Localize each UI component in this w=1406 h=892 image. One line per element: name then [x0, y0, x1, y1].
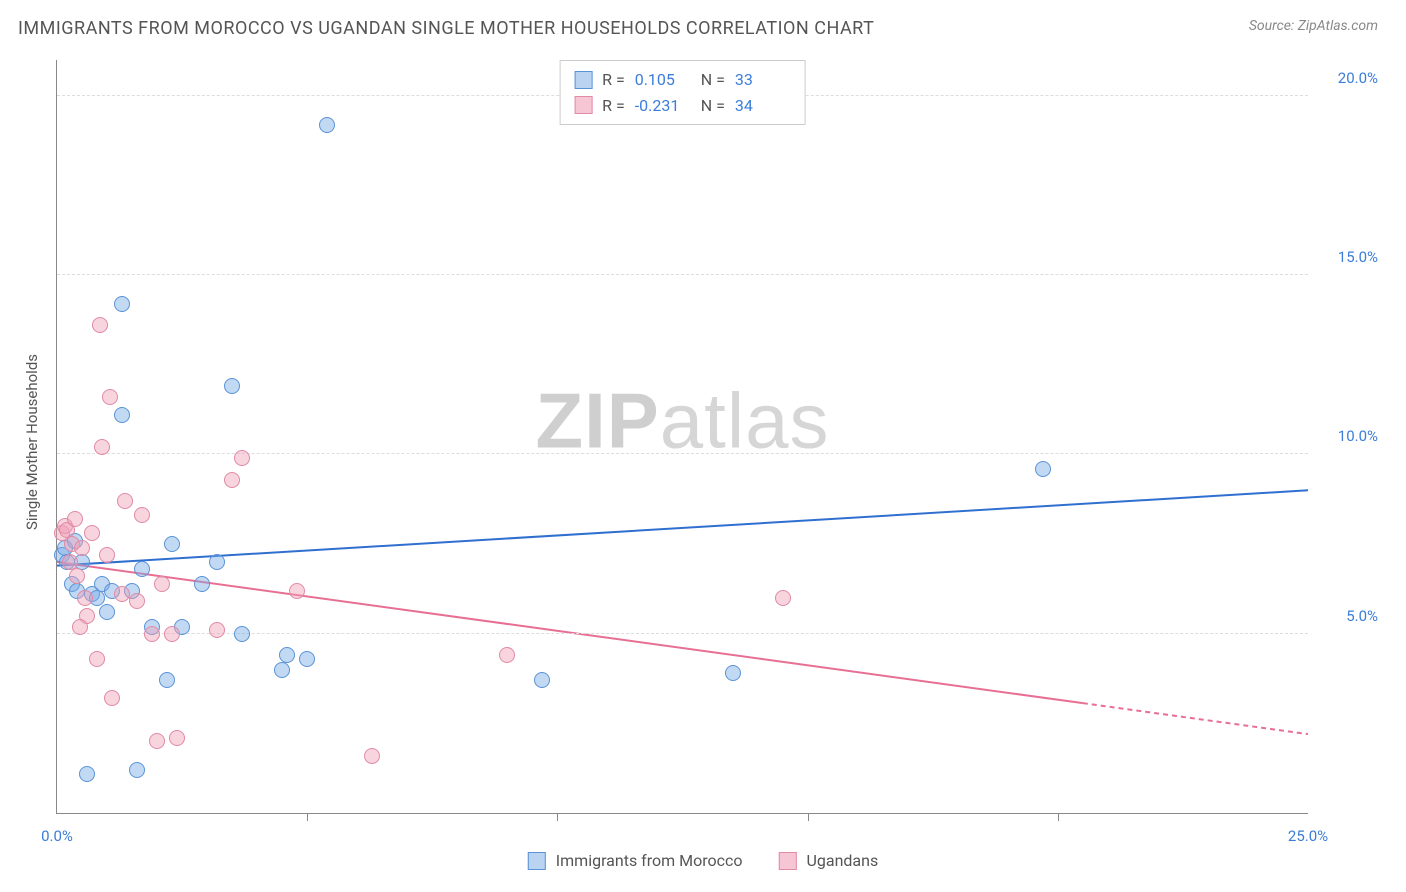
data-point: [117, 493, 133, 509]
data-point: [725, 665, 741, 681]
data-point: [149, 733, 165, 749]
data-point: [77, 590, 93, 606]
data-point: [209, 554, 225, 570]
x-tick-label: 0.0%: [41, 827, 73, 845]
correlation-legend: R = 0.105 N = 33 R = -0.231 N = 34: [559, 60, 806, 125]
data-point: [134, 561, 150, 577]
data-point: [234, 450, 250, 466]
data-point: [114, 586, 130, 602]
data-point: [1035, 461, 1051, 477]
data-point: [67, 511, 83, 527]
legend-swatch: [574, 96, 592, 114]
data-point: [79, 766, 95, 782]
data-point: [224, 378, 240, 394]
data-point: [99, 604, 115, 620]
y-tick-label: 15.0%: [1338, 248, 1378, 266]
legend-n-value: 34: [735, 93, 791, 119]
data-point: [114, 407, 130, 423]
legend-row: R = -0.231 N = 34: [574, 93, 791, 119]
legend-label: Immigrants from Morocco: [556, 851, 743, 870]
gridline: [57, 274, 1308, 275]
data-point: [194, 576, 210, 592]
data-point: [534, 672, 550, 688]
legend-item: Immigrants from Morocco: [528, 851, 743, 870]
data-point: [209, 622, 225, 638]
legend-row: R = 0.105 N = 33: [574, 67, 791, 93]
data-point: [72, 619, 88, 635]
series-legend: Immigrants from Morocco Ugandans: [528, 851, 878, 870]
chart-title: IMMIGRANTS FROM MOROCCO VS UGANDAN SINGL…: [18, 18, 874, 39]
data-point: [102, 389, 118, 405]
data-point: [74, 540, 90, 556]
y-tick-label: 20.0%: [1338, 69, 1378, 87]
data-point: [364, 748, 380, 764]
legend-n-value: 33: [735, 67, 791, 93]
legend-r-label: R =: [602, 93, 625, 119]
source-label: Source: ZipAtlas.com: [1249, 18, 1378, 34]
data-point: [159, 672, 175, 688]
y-tick-label: 10.0%: [1338, 427, 1378, 445]
legend-r-value: 0.105: [635, 67, 691, 93]
x-tick: [557, 813, 558, 821]
data-point: [144, 626, 160, 642]
data-point: [274, 662, 290, 678]
data-point: [129, 593, 145, 609]
data-point: [99, 547, 115, 563]
data-point: [94, 439, 110, 455]
data-point: [134, 507, 150, 523]
x-tick: [307, 813, 308, 821]
legend-swatch: [528, 852, 546, 870]
data-point: [224, 472, 240, 488]
data-point: [279, 647, 295, 663]
data-point: [92, 317, 108, 333]
data-point: [69, 568, 85, 584]
legend-label: Ugandans: [807, 851, 879, 870]
legend-r-value: -0.231: [635, 93, 691, 119]
legend-n-label: N =: [701, 93, 725, 119]
data-point: [775, 590, 791, 606]
legend-r-label: R =: [602, 67, 625, 93]
data-point: [299, 651, 315, 667]
data-point: [164, 536, 180, 552]
legend-n-label: N =: [701, 67, 725, 93]
data-point: [129, 762, 145, 778]
data-point: [169, 730, 185, 746]
x-tick: [1058, 813, 1059, 821]
data-point: [499, 647, 515, 663]
trend-lines: [57, 60, 1308, 813]
data-point: [164, 626, 180, 642]
y-axis-label: Single Mother Households: [23, 354, 41, 530]
plot-area: ZIPatlas R =0.105N =33R =-0.231N =34 5.0…: [56, 60, 1308, 814]
chart-container: Single Mother Households ZIPatlas R =0.1…: [18, 50, 1388, 874]
data-point: [154, 576, 170, 592]
legend-swatch: [779, 852, 797, 870]
data-point: [114, 296, 130, 312]
legend-swatch: [574, 71, 592, 89]
x-tick: [808, 813, 809, 821]
data-point: [234, 626, 250, 642]
legend-item: Ugandans: [779, 851, 879, 870]
data-point: [319, 117, 335, 133]
y-tick-label: 5.0%: [1346, 607, 1378, 625]
data-point: [289, 583, 305, 599]
data-point: [89, 651, 105, 667]
x-tick-label: 25.0%: [1288, 827, 1328, 845]
data-point: [104, 690, 120, 706]
data-point: [84, 525, 100, 541]
